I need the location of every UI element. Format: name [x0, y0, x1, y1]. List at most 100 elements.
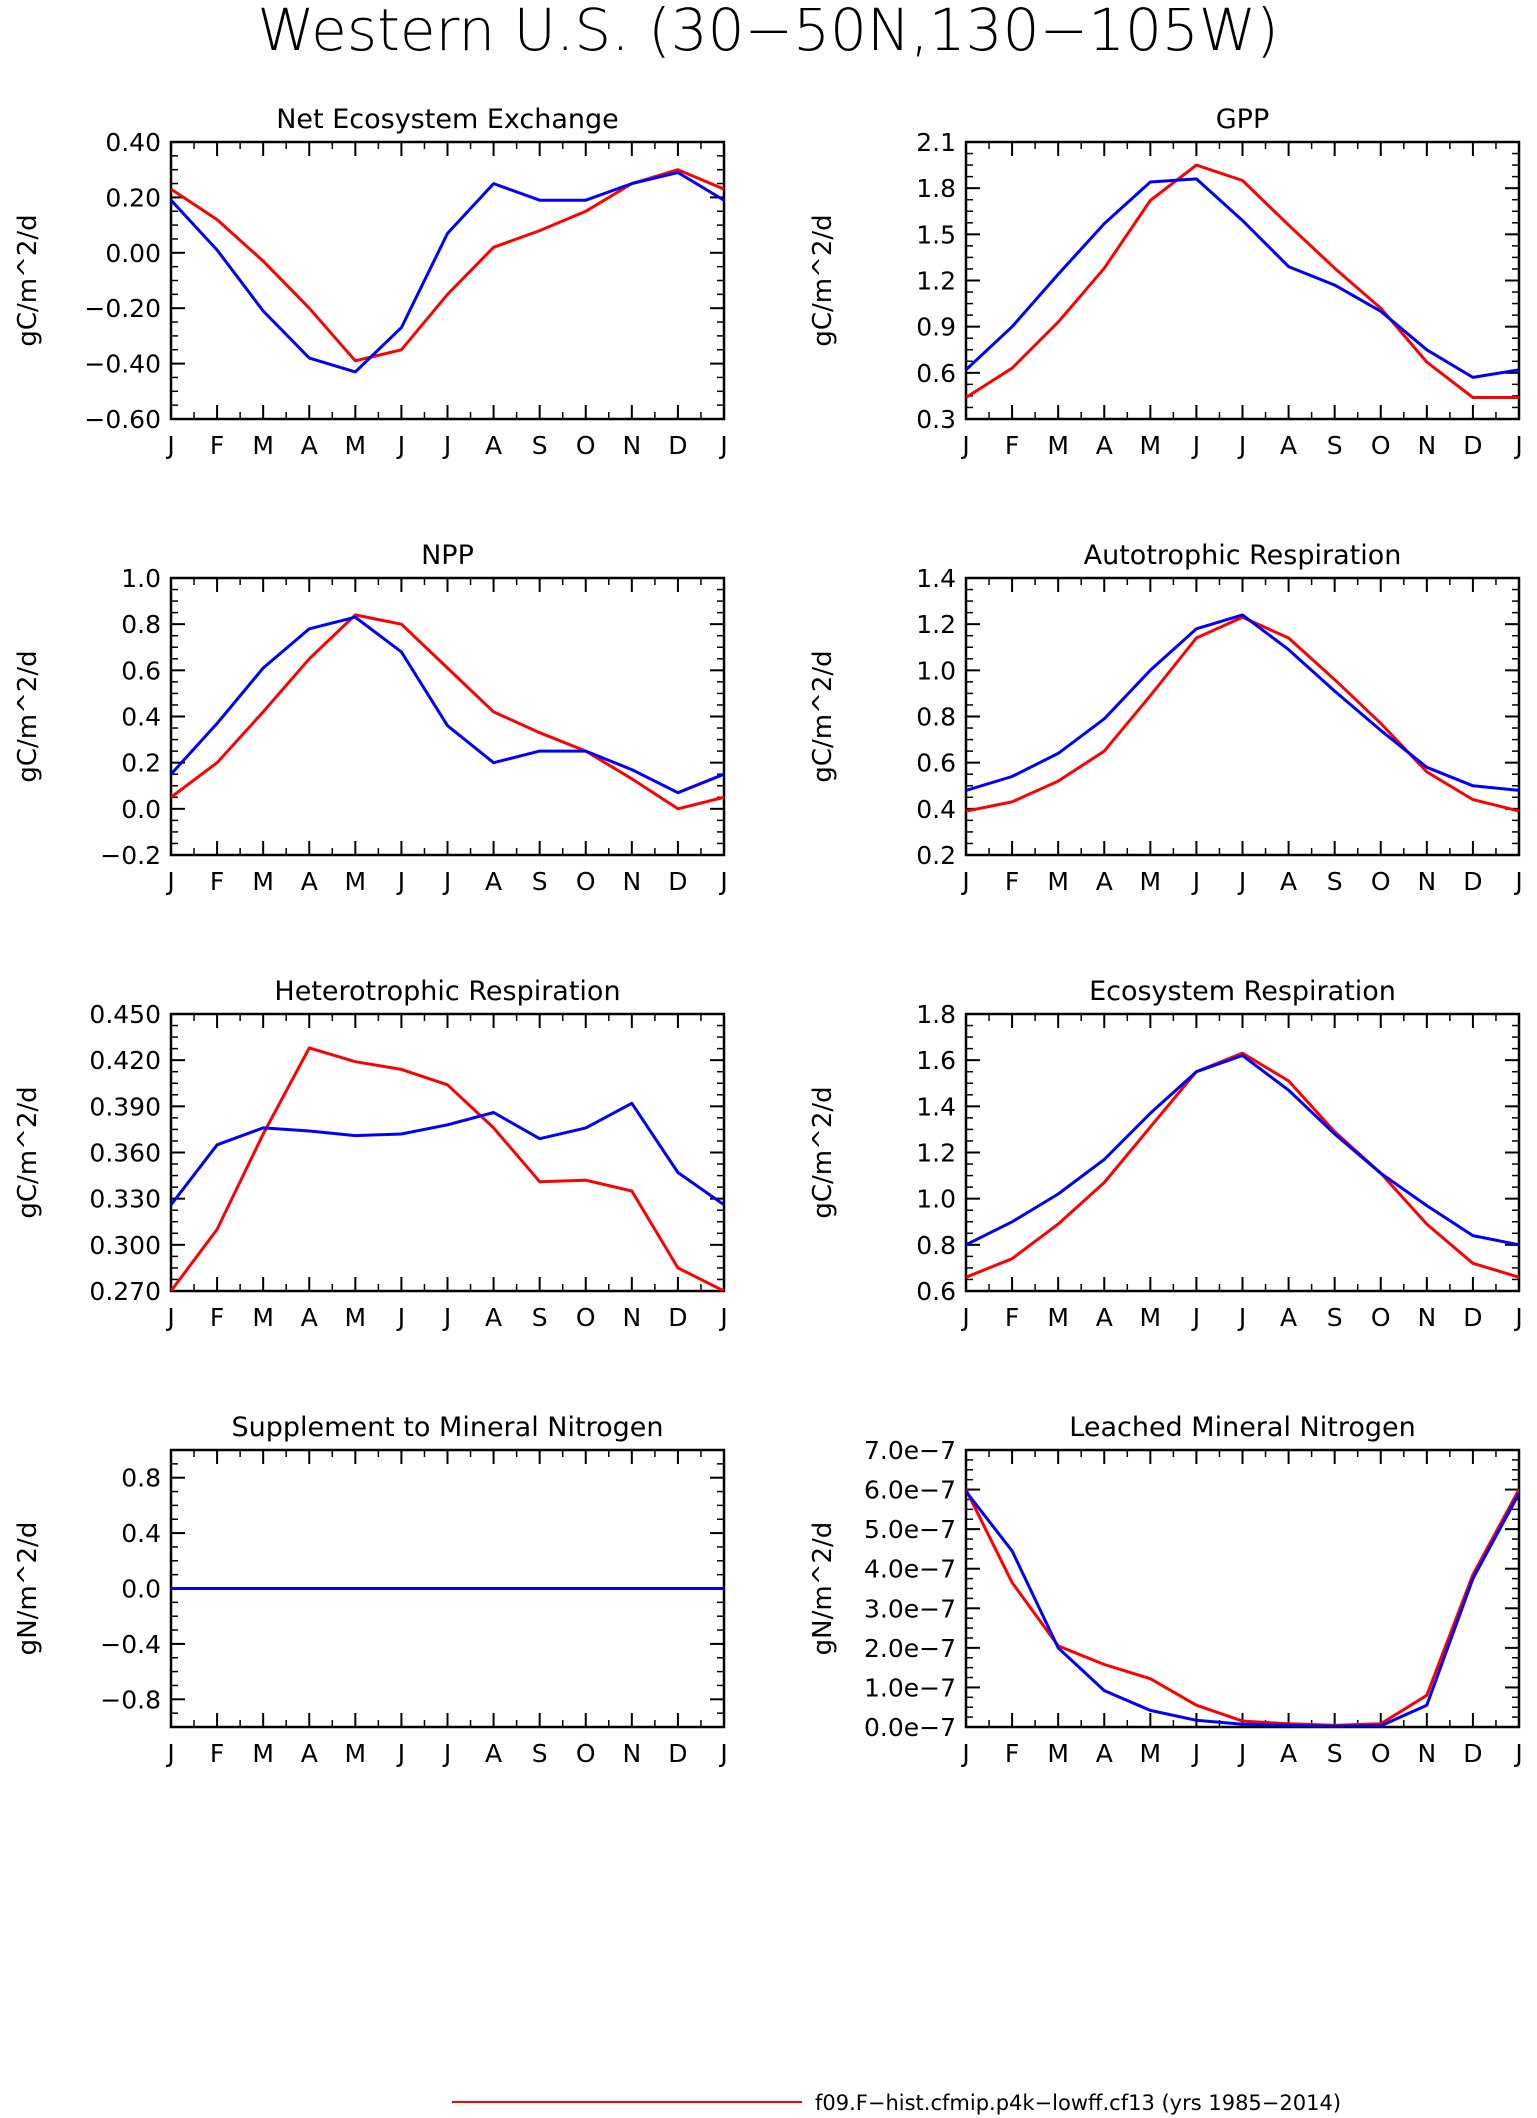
x-tick-label: J	[1237, 1303, 1246, 1332]
y-tick-label: 0.6	[121, 656, 161, 685]
x-tick-label: J	[396, 1739, 405, 1768]
series-line-red	[171, 1046, 724, 1291]
x-tick-label: O	[1371, 431, 1391, 460]
x-tick-label: A	[1096, 867, 1113, 896]
x-tick-label: D	[668, 867, 687, 896]
series-line-blue	[966, 1054, 1519, 1247]
x-tick-label: M	[1047, 867, 1069, 896]
x-tick-label: J	[1237, 1739, 1246, 1768]
x-tick-label: N	[622, 431, 641, 460]
x-tick-label: F	[210, 1739, 224, 1768]
x-tick-label: M	[252, 431, 274, 460]
x-tick-label: M	[1140, 431, 1162, 460]
x-tick-label: A	[301, 1303, 318, 1332]
x-tick-label: M	[1047, 1303, 1069, 1332]
x-tick-label: M	[252, 1739, 274, 1768]
plot-frame	[964, 1448, 1521, 1729]
x-tick-label: F	[1005, 1303, 1019, 1332]
x-tick-label: J	[396, 867, 405, 896]
x-tick-label: D	[1463, 1739, 1482, 1768]
y-axis-label: gC/m^2/d	[808, 214, 838, 346]
x-tick-label: M	[1047, 431, 1069, 460]
x-tick-label: A	[1280, 1739, 1297, 1768]
chart-title: Heterotrophic Respiration	[274, 976, 620, 1007]
x-tick-label: D	[1463, 431, 1482, 460]
chart-panel-3: J F M A M J J A S O N D J1.00.80.60.40.20.0−0.2NPPgC…	[13, 540, 728, 896]
x-tick-label: O	[1371, 1303, 1391, 1332]
y-tick-label: 0.6	[916, 359, 956, 388]
x-tick-label: J	[1513, 1303, 1522, 1332]
y-axis-label: gC/m^2/d	[13, 1086, 43, 1218]
chart-title: NPP	[421, 540, 474, 571]
x-tick-label: J	[165, 867, 174, 896]
x-tick-label: F	[210, 431, 224, 460]
plot-frame	[169, 140, 726, 421]
y-tick-label: 1.0	[121, 564, 161, 593]
x-tick-label: J	[718, 867, 727, 896]
x-tick-label: D	[668, 1303, 687, 1332]
y-tick-label: 0.4	[121, 703, 161, 732]
x-tick-label: A	[301, 1739, 318, 1768]
y-tick-label: 1.0	[916, 656, 956, 685]
x-tick-label: N	[622, 867, 641, 896]
x-tick-label: A	[485, 431, 502, 460]
y-tick-label: −0.20	[84, 294, 161, 323]
y-tick-label: 0.270	[89, 1277, 161, 1306]
x-tick-label: A	[485, 867, 502, 896]
x-tick-label: J	[442, 867, 451, 896]
y-axis-label: gN/m^2/d	[808, 1522, 838, 1656]
x-tick-label: F	[1005, 1739, 1019, 1768]
y-tick-label: 0.3	[916, 405, 956, 434]
x-tick-label: M	[1140, 1303, 1162, 1332]
x-tick-label: M	[252, 867, 274, 896]
chart-title: Autotrophic Respiration	[1084, 540, 1402, 571]
x-tick-label: J	[396, 431, 405, 460]
y-tick-label: 1.8	[916, 174, 956, 203]
figure-title: Western U.S. (30−50N,130−105W)	[257, 0, 1279, 64]
x-tick-label: J	[165, 431, 174, 460]
y-axis-label: gC/m^2/d	[808, 1086, 838, 1218]
x-tick-label: J	[718, 1303, 727, 1332]
x-tick-label: N	[622, 1739, 641, 1768]
x-tick-label: S	[532, 1739, 548, 1768]
x-tick-label: J	[1513, 431, 1522, 460]
x-tick-label: F	[1005, 867, 1019, 896]
y-tick-label: 1.6	[916, 1046, 956, 1075]
series-line-blue	[171, 615, 724, 795]
x-tick-label: J	[1191, 1739, 1200, 1768]
y-tick-label: 0.40	[105, 128, 161, 157]
x-tick-label: O	[576, 867, 596, 896]
x-tick-label: A	[1280, 1303, 1297, 1332]
series-line-red	[171, 613, 724, 811]
x-tick-label: J	[960, 1739, 969, 1768]
chart-panel-7: J F M A M J J A S O N D J0.80.40.0−0.4−0.8Supplement…	[13, 1412, 728, 1768]
x-tick-label: F	[1005, 431, 1019, 460]
series-line-blue	[171, 1101, 724, 1207]
y-tick-label: 1.8	[916, 1000, 956, 1029]
x-tick-label: J	[960, 867, 969, 896]
x-tick-label: M	[1047, 1739, 1069, 1768]
x-tick-label: M	[345, 1739, 367, 1768]
y-tick-label: 3.0e−7	[864, 1594, 956, 1623]
y-tick-label: 0.9	[916, 313, 956, 342]
y-tick-label: 0.6	[916, 1277, 956, 1306]
x-tick-label: A	[485, 1739, 502, 1768]
chart-panel-2: J F M A M J J A S O N D J2.11.81.51.20.90.60.3GPPgC/…	[808, 104, 1523, 460]
y-tick-label: 0.4	[121, 1519, 161, 1548]
chart-panel-6: J F M A M J J A S O N D J1.81.61.41.21.00.80.6Ecosys…	[808, 976, 1523, 1332]
series-line-blue	[171, 171, 724, 374]
x-tick-label: N	[1417, 1739, 1436, 1768]
x-tick-label: S	[532, 1303, 548, 1332]
y-tick-label: 1.5	[916, 220, 956, 249]
y-tick-label: 1.2	[916, 267, 956, 296]
x-tick-label: O	[576, 431, 596, 460]
chart-title: Net Ecosystem Exchange	[276, 104, 619, 135]
y-tick-label: 6.0e−7	[864, 1476, 956, 1505]
x-tick-label: N	[1417, 1303, 1436, 1332]
x-tick-label: J	[1191, 867, 1200, 896]
y-tick-label: 1.4	[916, 564, 956, 593]
x-tick-label: A	[1096, 1303, 1113, 1332]
x-tick-label: S	[1327, 431, 1343, 460]
y-tick-label: 1.2	[916, 1139, 956, 1168]
